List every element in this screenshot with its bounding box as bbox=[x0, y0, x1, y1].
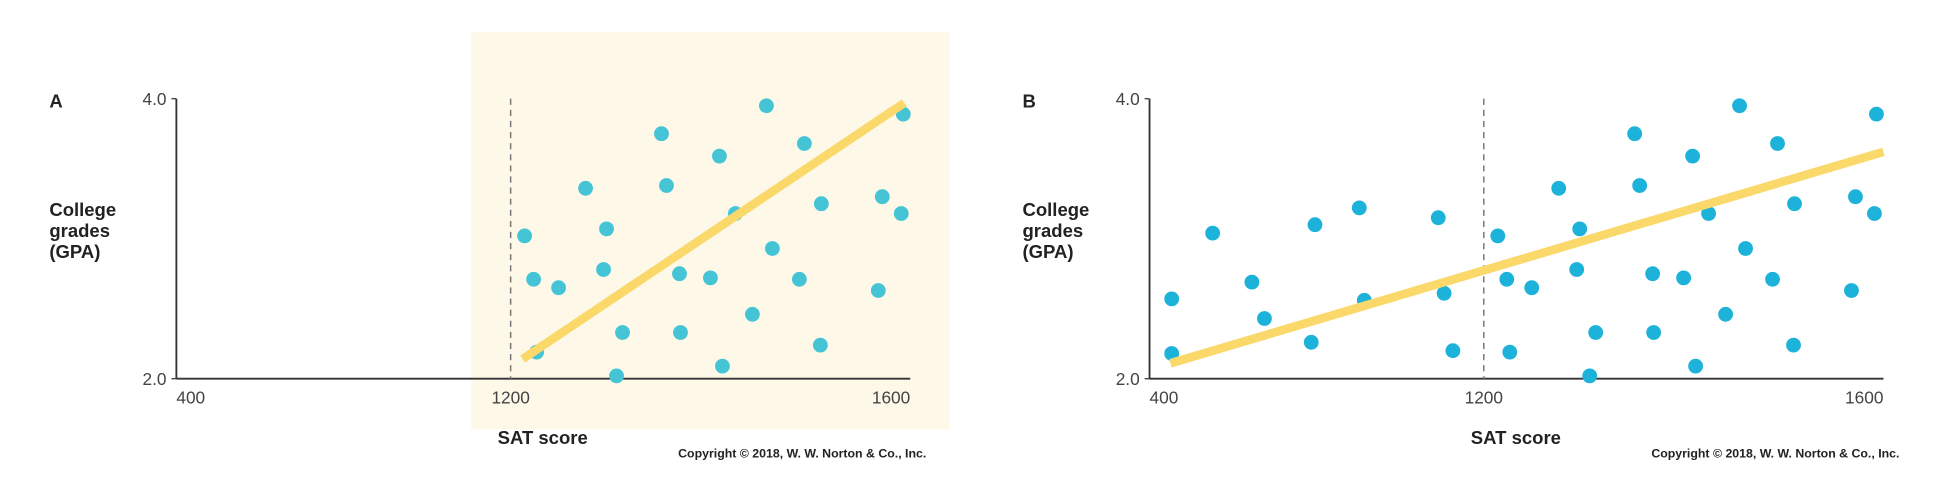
data-point bbox=[1765, 271, 1780, 287]
data-point bbox=[1257, 311, 1272, 326]
data-point bbox=[764, 241, 780, 256]
data-point bbox=[1646, 325, 1662, 340]
x-tick-label: 1200 bbox=[1465, 387, 1503, 407]
data-point bbox=[712, 148, 727, 164]
data-point bbox=[1551, 180, 1567, 196]
data-point bbox=[1569, 262, 1585, 277]
data-point bbox=[1445, 343, 1461, 359]
data-point bbox=[1732, 98, 1747, 114]
data-point bbox=[578, 180, 593, 196]
data-point bbox=[1844, 283, 1859, 298]
y-axis-label-line: grades bbox=[1023, 220, 1084, 241]
data-point bbox=[1582, 368, 1598, 384]
y-axis-label-line: (GPA) bbox=[49, 241, 100, 262]
data-point bbox=[703, 270, 718, 286]
data-point bbox=[1499, 271, 1515, 287]
data-point bbox=[615, 325, 630, 340]
data-point bbox=[870, 283, 886, 298]
x-tick-label: 400 bbox=[176, 387, 205, 407]
data-point bbox=[1869, 106, 1884, 122]
x-axis-label: SAT score bbox=[498, 427, 588, 448]
data-point bbox=[1164, 346, 1180, 361]
data-point bbox=[1786, 337, 1801, 353]
data-point bbox=[1676, 270, 1692, 286]
x-tick-label: 1200 bbox=[491, 387, 529, 407]
copyright: Copyright © 2018, W. W. Norton & Co., In… bbox=[678, 447, 926, 461]
data-point bbox=[1787, 196, 1802, 212]
data-point bbox=[893, 206, 909, 221]
y-tick-label: 2.0 bbox=[143, 369, 167, 389]
data-point bbox=[745, 306, 760, 322]
data-point bbox=[1244, 274, 1260, 290]
data-point bbox=[1164, 291, 1180, 307]
data-point bbox=[758, 98, 774, 114]
data-point bbox=[551, 280, 566, 296]
y-axis-label: College grades (GPA) bbox=[49, 199, 116, 262]
data-point bbox=[1632, 178, 1648, 193]
y-axis-label: College grades (GPA) bbox=[1023, 199, 1090, 262]
data-point bbox=[1436, 285, 1452, 301]
trend-line bbox=[520, 99, 907, 363]
panel-label: B bbox=[1023, 90, 1036, 111]
data-point bbox=[791, 271, 807, 287]
data-point bbox=[1303, 334, 1319, 350]
data-point bbox=[1645, 266, 1661, 282]
data-point bbox=[715, 358, 730, 374]
y-tick-label: 4.0 bbox=[143, 89, 167, 109]
data-point bbox=[1588, 325, 1604, 340]
data-point bbox=[654, 126, 669, 142]
data-point bbox=[673, 325, 688, 340]
data-point bbox=[659, 178, 674, 193]
data-point bbox=[1685, 148, 1701, 164]
data-point bbox=[599, 221, 614, 237]
data-point bbox=[1738, 241, 1753, 256]
data-point bbox=[1430, 210, 1446, 226]
data-point bbox=[796, 136, 812, 151]
data-point bbox=[1688, 358, 1704, 374]
data-point bbox=[1307, 217, 1323, 233]
data-point bbox=[874, 189, 890, 205]
x-tick-label: 1600 bbox=[872, 387, 910, 407]
data-point bbox=[1867, 206, 1882, 221]
data-point bbox=[1627, 126, 1643, 142]
data-point bbox=[1205, 225, 1221, 241]
y-axis-label-line: College bbox=[49, 199, 116, 220]
data-point bbox=[1572, 221, 1588, 237]
data-point bbox=[596, 262, 611, 277]
panel-label: A bbox=[49, 90, 62, 111]
data-point bbox=[1524, 280, 1540, 296]
data-point bbox=[1502, 344, 1518, 360]
data-point bbox=[526, 271, 542, 287]
x-axis-label: SAT score bbox=[1471, 427, 1561, 448]
y-tick-label: 2.0 bbox=[1116, 369, 1140, 389]
data-point bbox=[813, 196, 829, 212]
data-point bbox=[1770, 136, 1785, 151]
data-point bbox=[812, 337, 828, 353]
data-point bbox=[1701, 206, 1716, 221]
y-axis-label-line: (GPA) bbox=[1023, 241, 1074, 262]
y-tick-label: 4.0 bbox=[1116, 89, 1140, 109]
data-point bbox=[1848, 189, 1863, 205]
data-point bbox=[1718, 306, 1733, 322]
trend-line bbox=[1169, 147, 1885, 368]
y-axis-label-line: grades bbox=[49, 220, 110, 241]
data-point bbox=[609, 368, 624, 384]
copyright: Copyright © 2018, W. W. Norton & Co., In… bbox=[1651, 447, 1899, 461]
x-tick-label: 1600 bbox=[1845, 387, 1883, 407]
x-tick-label: 400 bbox=[1150, 387, 1179, 407]
data-point bbox=[1351, 200, 1367, 216]
data-point bbox=[1490, 228, 1506, 244]
y-axis-label-line: College bbox=[1023, 199, 1090, 220]
data-point bbox=[517, 228, 533, 244]
data-point bbox=[672, 266, 687, 282]
